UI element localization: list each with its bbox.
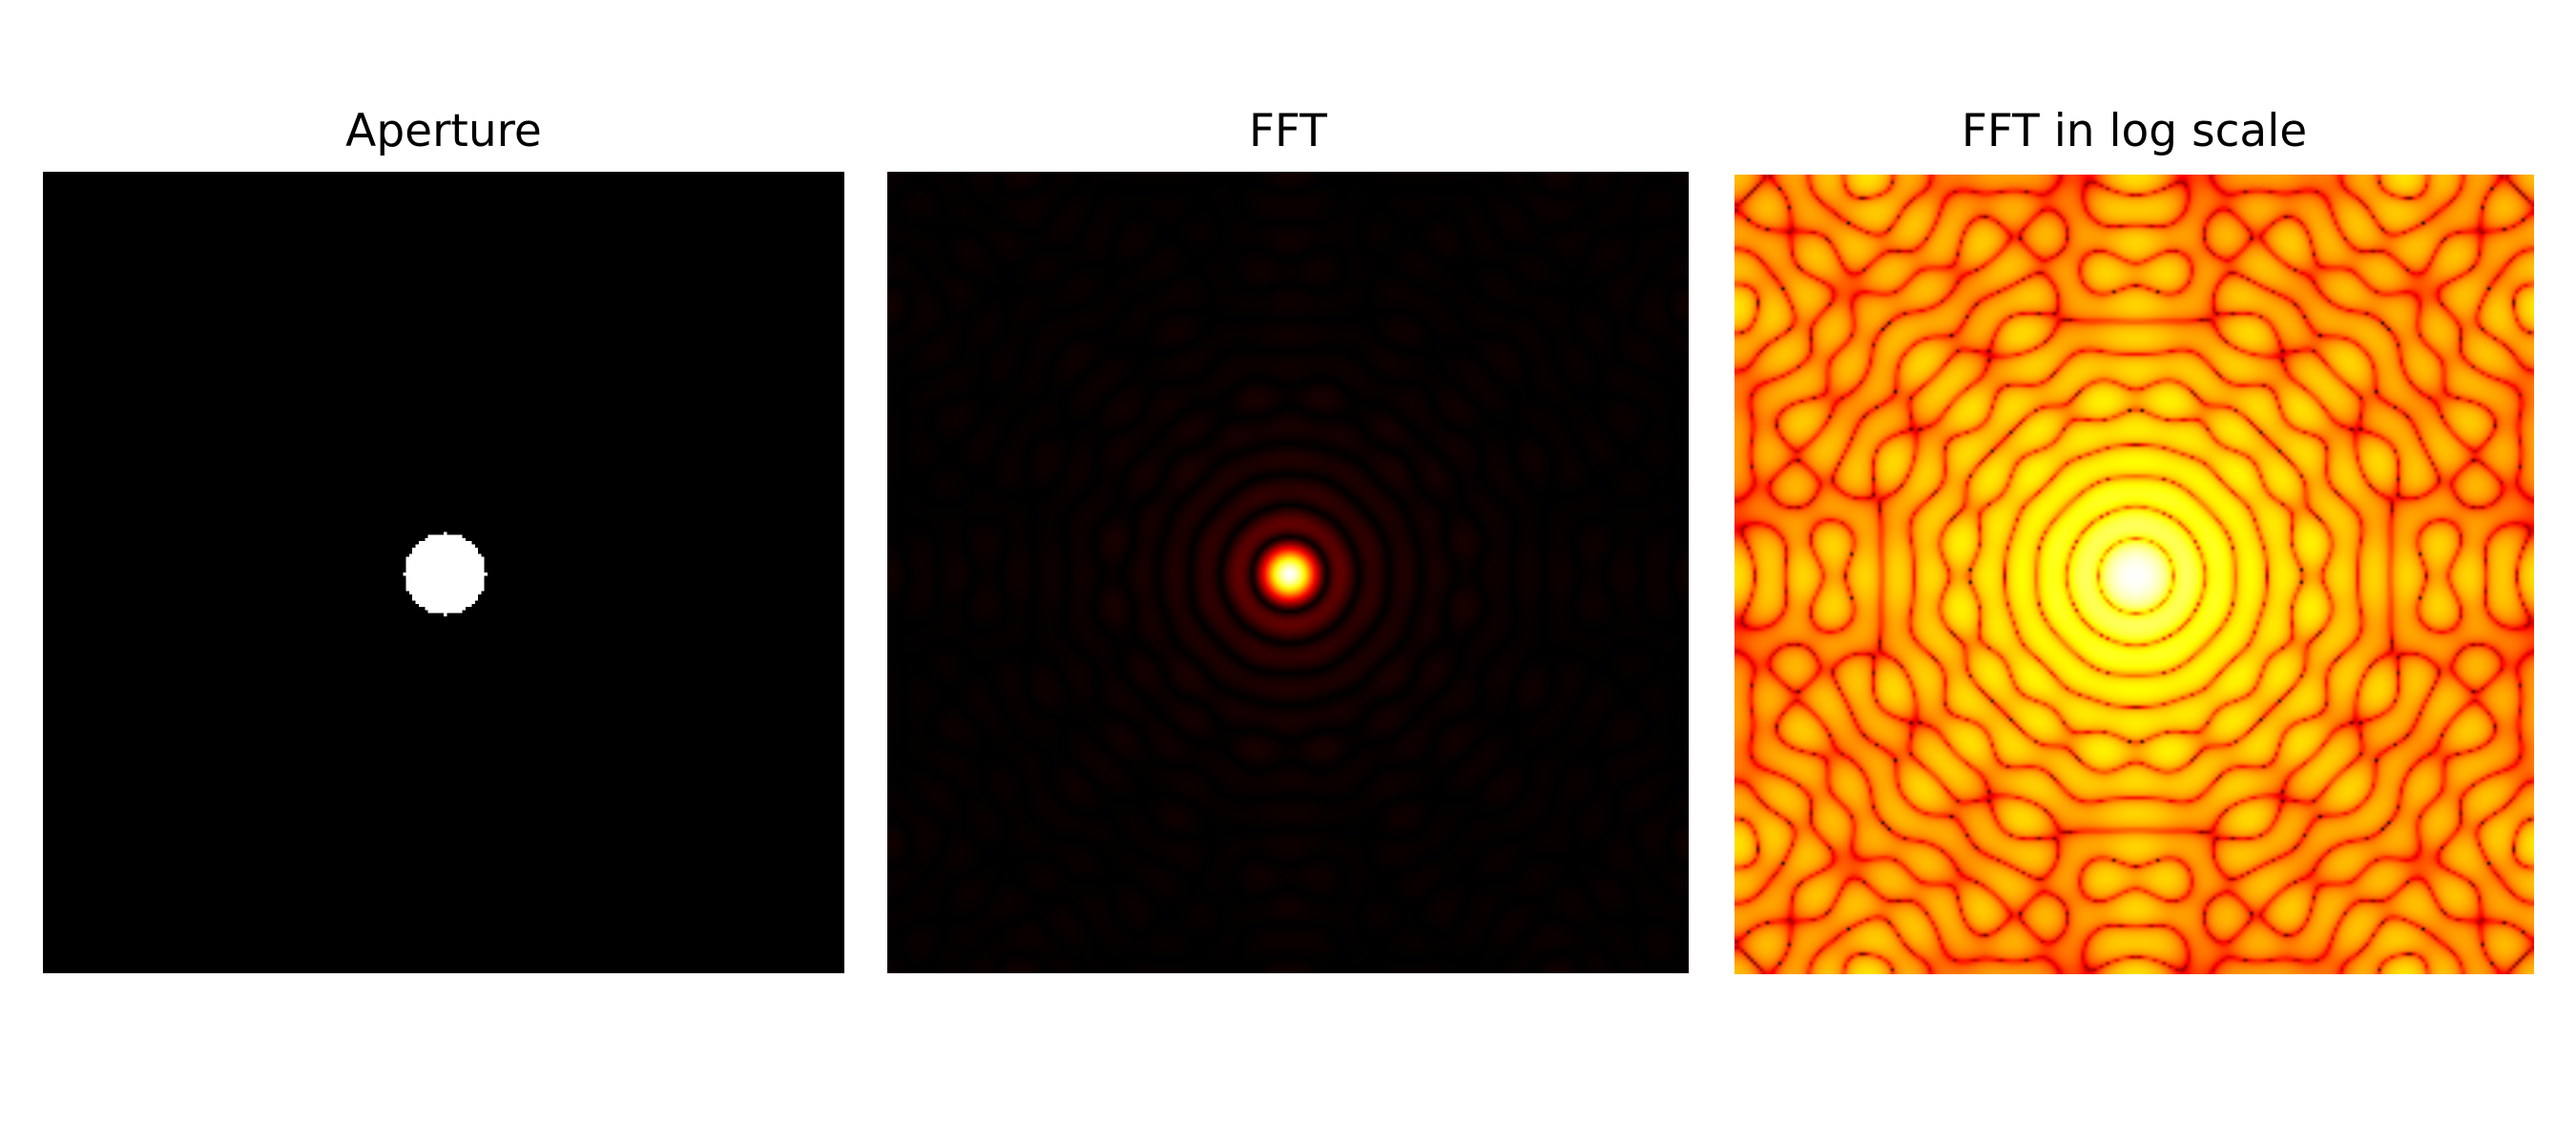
aperture-title: Aperture: [345, 105, 542, 157]
fft-image: [887, 172, 1689, 973]
fft-title: FFT: [1249, 105, 1327, 157]
fft-log-image: [1735, 175, 2534, 974]
fft-log-title: FFT in log scale: [1961, 105, 2308, 157]
aperture-image: [43, 172, 844, 973]
